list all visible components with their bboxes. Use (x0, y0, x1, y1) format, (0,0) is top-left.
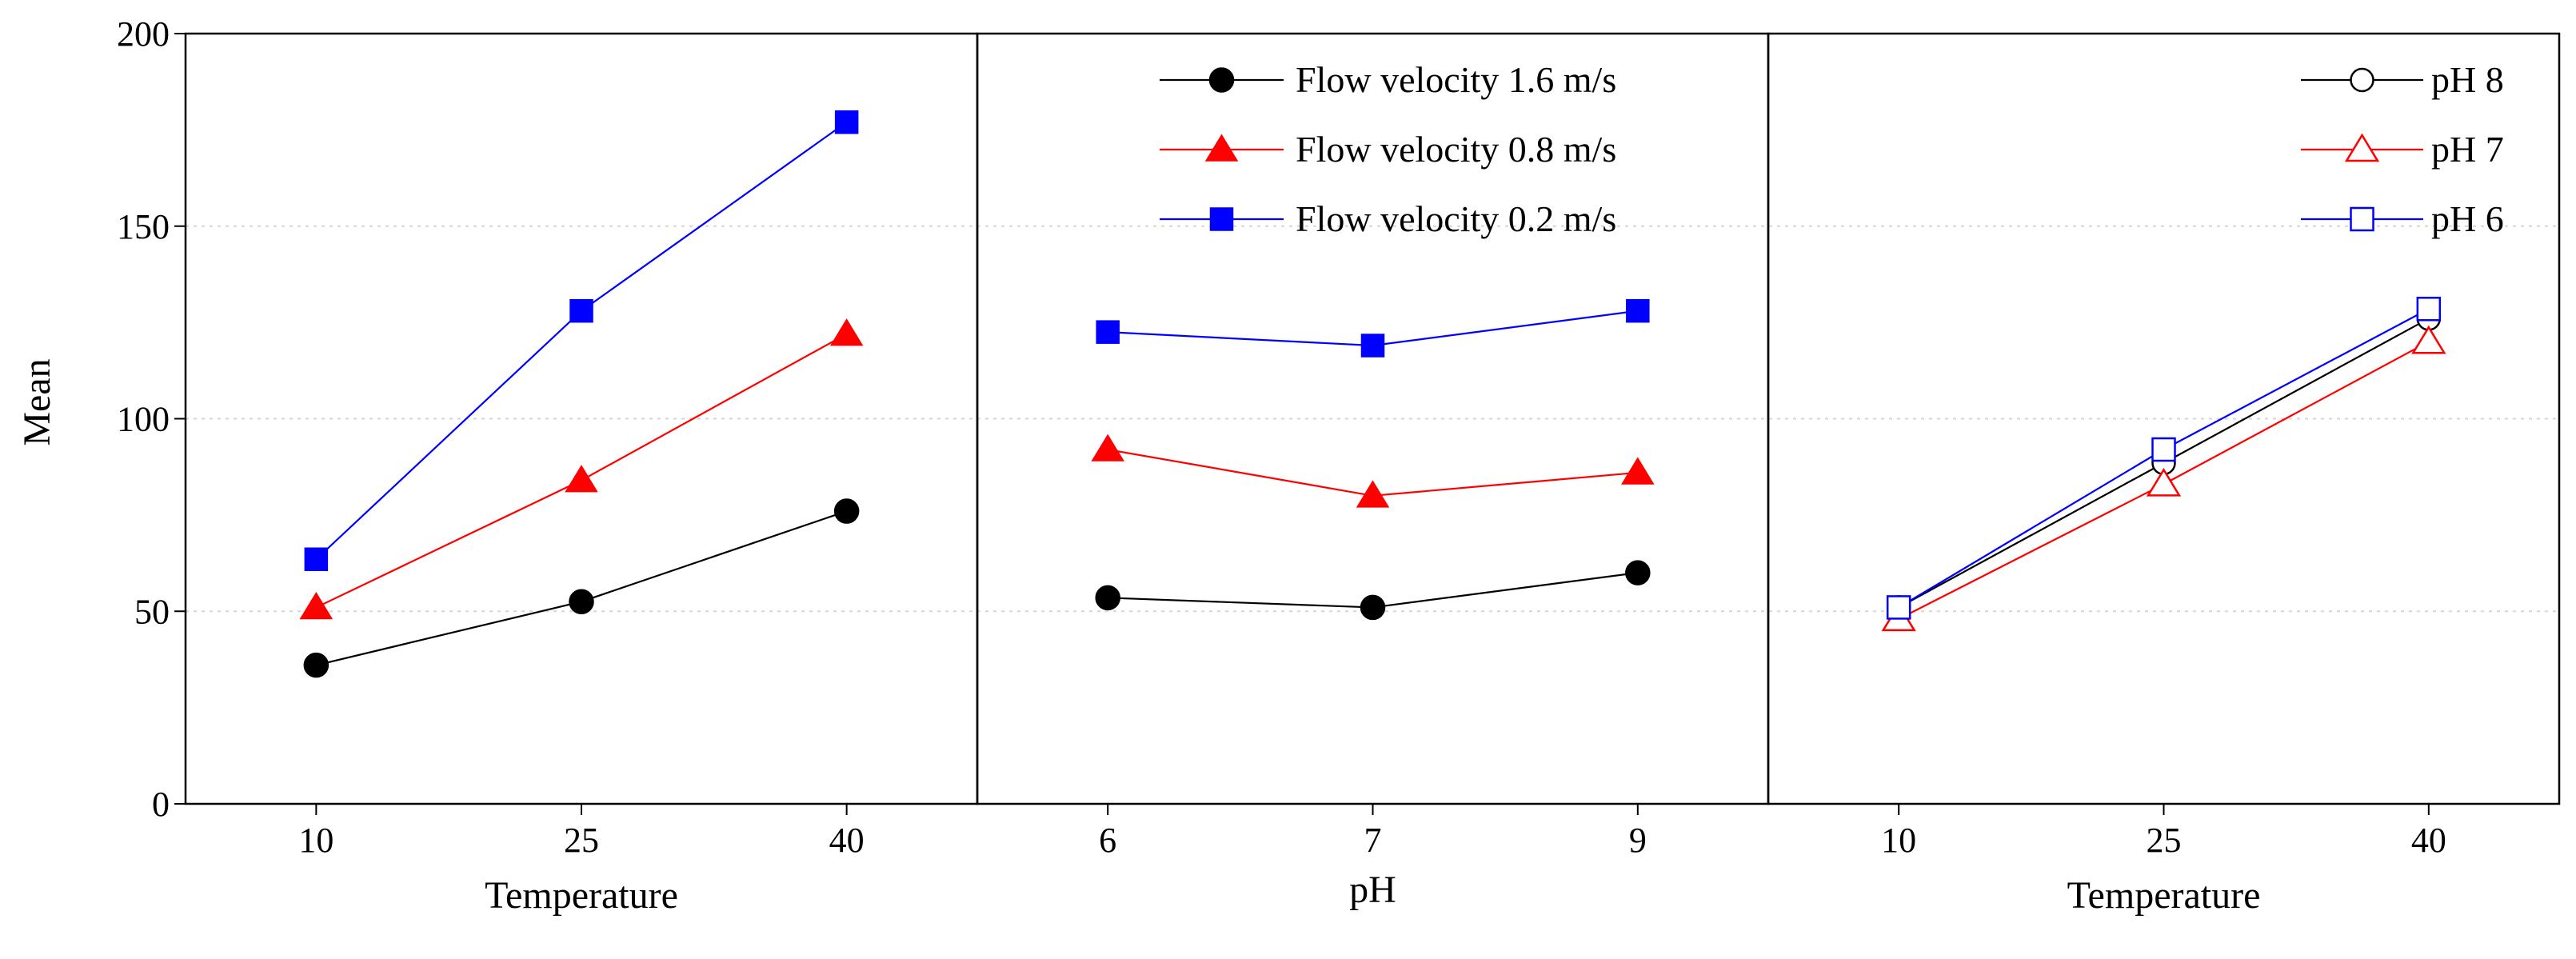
data-point (2416, 297, 2442, 322)
legend-label: pH 8 (2431, 59, 2504, 100)
x-tick-label: 9 (1629, 821, 1647, 860)
legend-marker (2344, 133, 2380, 162)
y-tick-label: 150 (117, 207, 170, 246)
x-tick-label: 7 (1364, 821, 1382, 860)
data-point (569, 298, 593, 323)
x-axis-title: Temperature (2067, 874, 2261, 917)
data-point (829, 318, 864, 346)
legend: pH 8 pH 7 pH 6 (2301, 59, 2504, 239)
y-tick-label: 100 (117, 400, 170, 439)
legend-label: pH 6 (2431, 198, 2504, 239)
x-tick-label: 25 (564, 821, 599, 860)
data-point (1886, 595, 1911, 620)
legend-marker (2350, 67, 2374, 93)
x-tick-label: 10 (298, 821, 333, 860)
y-axis-title: Mean (16, 358, 58, 446)
series-line (316, 510, 848, 666)
x-tick-label: 40 (2411, 821, 2446, 860)
legend: Flow velocity 1.6 m/s Flow velocity 0.8 m… (1160, 59, 1616, 239)
data-point (2411, 325, 2446, 354)
x-tick-label: 10 (1881, 821, 1916, 860)
data-point (1625, 560, 1651, 585)
data-point (1356, 480, 1390, 508)
panel-temp-by-ph: 10 25 40 Temperature pH 8 pH 7 pH 6 (1767, 32, 2561, 917)
legend-marker (1209, 207, 1234, 231)
y-tick-label: 200 (117, 14, 170, 54)
x-tick-label: 25 (2147, 821, 2182, 860)
data-point (1091, 434, 1124, 462)
legend-marker (1208, 67, 1235, 93)
legend-label: Flow velocity 0.2 m/s (1296, 198, 1616, 239)
data-point (1095, 585, 1120, 611)
data-point (2151, 437, 2176, 462)
legend-label: Flow velocity 1.6 m/s (1296, 59, 1616, 100)
data-point (565, 465, 598, 493)
data-point (299, 591, 333, 620)
legend-marker (2350, 206, 2374, 232)
data-point (1096, 320, 1120, 344)
data-point (1626, 298, 1650, 323)
legend-label: Flow velocity 0.8 m/s (1296, 129, 1616, 170)
series-line (315, 121, 848, 561)
data-point (1621, 457, 1655, 485)
y-tick-label: 0 (152, 785, 170, 824)
data-point (834, 110, 859, 134)
data-point (833, 498, 860, 524)
y-tick-label: 50 (134, 592, 170, 631)
data-point (303, 652, 329, 678)
data-point (1360, 594, 1386, 621)
data-point (2146, 467, 2182, 497)
legend-label: pH 7 (2431, 129, 2504, 170)
x-tick-label: 6 (1099, 821, 1116, 860)
x-tick-label: 40 (829, 821, 865, 860)
data-point (1360, 334, 1385, 358)
panel-temp-by-flow: 10 25 40 Temperature (184, 32, 979, 917)
x-axis-title: pH (1349, 869, 1396, 911)
x-axis-title: Temperature (485, 874, 678, 917)
data-point (304, 547, 329, 571)
data-point (569, 589, 594, 614)
legend-marker (1204, 134, 1239, 162)
